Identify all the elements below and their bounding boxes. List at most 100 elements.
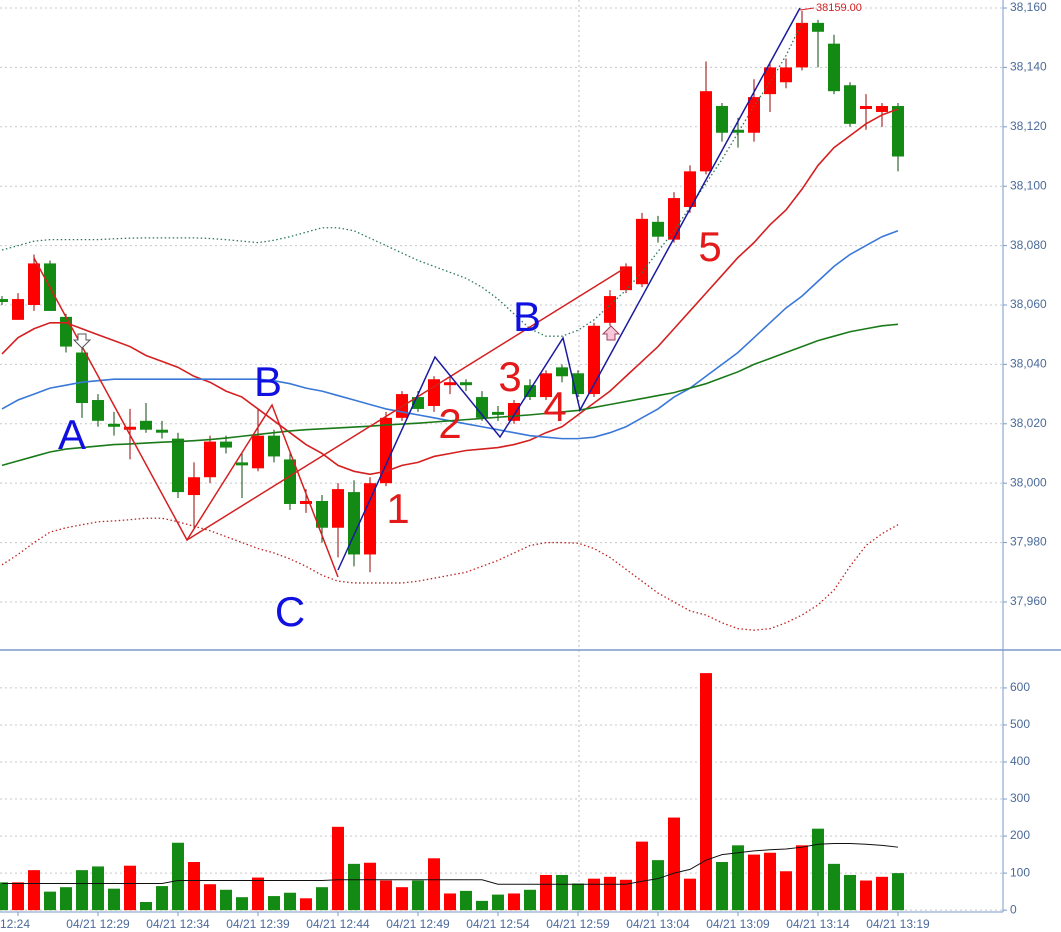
y-tick-label: 100 — [1010, 865, 1030, 879]
candle-body — [108, 423, 120, 427]
candle-body — [156, 429, 168, 433]
volume-bar — [636, 841, 648, 911]
x-tick-label: 12:24 — [0, 917, 30, 931]
candle-body — [764, 67, 776, 95]
x-tick-label: 04/21 12:49 — [386, 917, 450, 931]
y-tick-label: 38,160 — [1010, 0, 1047, 14]
leader-line — [799, 7, 815, 11]
volume-bar — [476, 900, 488, 911]
volume-bar — [812, 828, 824, 911]
annotation: B — [513, 293, 541, 340]
volume-bar — [92, 866, 104, 911]
candle-body — [332, 489, 344, 528]
candle-body — [796, 22, 808, 68]
candle-body — [428, 379, 440, 406]
candle-body — [716, 106, 728, 133]
candle-body — [780, 67, 792, 83]
candle-body — [364, 483, 376, 555]
candle-body — [0, 299, 8, 303]
x-tick-label: 04/21 13:04 — [626, 917, 690, 931]
volume-bar — [300, 898, 312, 911]
volume-bar — [332, 826, 344, 911]
y-tick-label: 38,120 — [1010, 119, 1047, 133]
annotation: B — [254, 358, 282, 405]
candle-body — [652, 221, 664, 237]
volume-bar — [204, 884, 216, 911]
volume-bar — [860, 880, 872, 911]
indicator-line — [1, 323, 899, 467]
volume-bar — [44, 891, 56, 911]
y-tick-label: 38,100 — [1010, 178, 1047, 192]
y-tick-label: 38,040 — [1010, 357, 1047, 371]
annotation: C — [275, 588, 305, 635]
x-tick-label: 04/21 12:29 — [66, 917, 130, 931]
y-tick-label: 300 — [1010, 791, 1030, 805]
candle-body — [252, 435, 264, 469]
y-tick-label: 200 — [1010, 828, 1030, 842]
volume-bar — [140, 902, 152, 911]
y-tick-label: 38,140 — [1010, 60, 1047, 74]
volume-bar — [668, 817, 680, 911]
x-tick-label: 04/21 13:19 — [866, 917, 930, 931]
volume-bar — [604, 876, 616, 911]
volume-bar — [780, 871, 792, 911]
volume-bar — [364, 862, 376, 911]
volume-bar — [28, 870, 40, 911]
candle-body — [268, 435, 280, 457]
candle-body — [812, 22, 824, 32]
volume-bar — [732, 845, 744, 911]
annotation: 4 — [543, 383, 566, 430]
volume-bar — [460, 890, 472, 911]
candle-body — [476, 397, 488, 418]
candle-body — [124, 426, 136, 430]
annotation: 1 — [386, 485, 409, 532]
candle-body — [412, 397, 424, 409]
volume-bar — [844, 874, 856, 911]
volume-bar — [556, 874, 568, 911]
y-tick-label: 0 — [1010, 902, 1017, 916]
y-tick-label: 38,060 — [1010, 297, 1047, 311]
candle-body — [860, 106, 872, 109]
volume-bar — [172, 842, 184, 911]
volume-bar — [108, 888, 120, 911]
candle-body — [348, 492, 360, 555]
volume-bar — [444, 893, 456, 911]
volume-bar — [684, 878, 696, 911]
candle-body — [204, 441, 216, 478]
y-tick-label: 38,000 — [1010, 475, 1047, 489]
volume-bar — [316, 887, 328, 911]
volume-bar — [412, 880, 424, 911]
candle-body — [316, 500, 328, 528]
wave-line — [186, 267, 626, 541]
candle-body — [28, 263, 40, 305]
candle-body — [700, 91, 712, 172]
volume-bar — [12, 882, 24, 911]
candle-body — [140, 420, 152, 430]
candle-body — [284, 459, 296, 504]
annotation: A — [58, 411, 86, 458]
y-tick-label: 400 — [1010, 754, 1030, 768]
volume-ma-line — [2, 842, 899, 885]
wave-line — [337, 7, 801, 571]
candle-body — [828, 43, 840, 92]
sell-arrow — [72, 333, 92, 349]
candle-body — [12, 299, 24, 320]
volume-bar — [796, 845, 808, 911]
x-tick-label: 04/21 12:44 — [306, 917, 370, 931]
candle-body — [540, 373, 552, 398]
wave-annotations — [33, 7, 815, 578]
x-tick-label: 04/21 13:09 — [706, 917, 770, 931]
candle-body — [748, 97, 760, 133]
x-tick-label: 04/21 13:14 — [786, 917, 850, 931]
volume-bar — [268, 896, 280, 911]
candle-body — [300, 500, 312, 504]
volume-bar — [524, 889, 536, 911]
x-tick-label: 04/21 12:59 — [546, 917, 610, 931]
volume-bar — [828, 863, 840, 911]
volume-bar — [124, 865, 136, 911]
candle-body — [556, 367, 568, 377]
candle-body — [60, 316, 72, 347]
volume-bar — [764, 852, 776, 911]
